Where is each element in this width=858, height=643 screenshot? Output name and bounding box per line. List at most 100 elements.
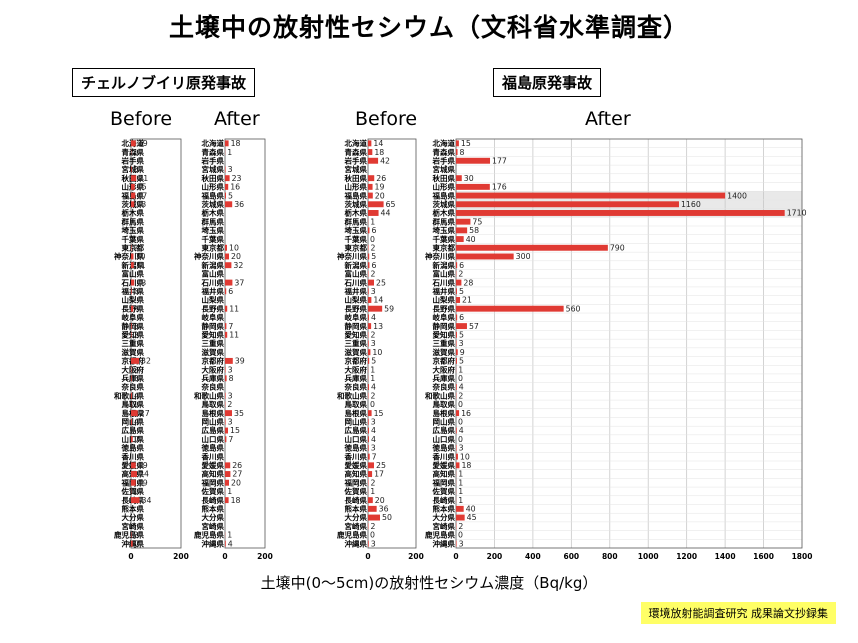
bar — [456, 236, 464, 243]
data-label: 20 — [231, 478, 241, 487]
category-label: 大分県 — [122, 512, 145, 522]
data-label: 3 — [134, 322, 139, 331]
bar — [368, 279, 374, 286]
category-label: 茨城県 — [433, 199, 456, 209]
category-label: 千葉県 — [122, 234, 145, 244]
bar — [456, 314, 458, 321]
category-label: 愛知県 — [202, 329, 225, 339]
category-label: 新潟県 — [345, 260, 368, 270]
data-label: 1 — [133, 487, 138, 496]
bar — [131, 366, 132, 373]
category-label: 岩手県 — [344, 155, 368, 165]
bar — [225, 375, 227, 382]
category-label: 長崎県 — [433, 495, 456, 505]
category-label: 滋賀県 — [202, 347, 225, 357]
data-label: 4 — [134, 391, 139, 400]
data-label: 3 — [459, 444, 464, 453]
category-label: 宮崎県 — [433, 521, 456, 531]
data-label: 2 — [458, 522, 463, 531]
category-label: 佐賀県 — [201, 486, 225, 496]
category-label: 長野県 — [433, 303, 456, 313]
data-label: 0 — [458, 418, 463, 427]
bar — [131, 253, 134, 260]
data-label: 37 — [234, 278, 244, 287]
data-label: 3 — [459, 539, 464, 548]
bar — [456, 218, 471, 225]
category-label: 福岡県 — [344, 477, 368, 487]
data-label: 5 — [459, 330, 464, 339]
category-label: 北海道 — [345, 138, 368, 148]
category-label: 北海道 — [202, 138, 225, 148]
category-label: 広島県 — [345, 425, 368, 435]
category-label: 愛媛県 — [345, 460, 368, 470]
category-label: 京都府 — [345, 356, 368, 366]
category-label: 京都府 — [433, 356, 456, 366]
category-label: 沖縄県 — [202, 538, 225, 548]
category-label: 鹿児島県 — [114, 530, 144, 540]
bar — [456, 340, 457, 347]
category-label: 沖縄県 — [433, 538, 456, 548]
bar — [456, 175, 462, 182]
bar — [368, 253, 370, 260]
bar — [131, 471, 137, 477]
data-label: 10 — [460, 452, 470, 461]
category-label: 兵庫県 — [433, 373, 456, 383]
category-label: 東京都 — [433, 242, 456, 252]
category-label: 群馬県 — [344, 216, 368, 226]
x-tick-label: 0 — [128, 552, 133, 561]
data-label: 7 — [135, 539, 140, 548]
data-label: 6 — [459, 261, 464, 270]
bar — [456, 192, 726, 199]
bar — [368, 288, 369, 295]
category-label: 青森県 — [202, 147, 225, 157]
plot-frame — [130, 138, 182, 549]
bar — [225, 175, 230, 182]
data-label: 13 — [136, 278, 146, 287]
bar — [456, 140, 459, 147]
bar — [368, 210, 379, 216]
bar — [368, 175, 375, 182]
bar — [225, 140, 229, 147]
x-tick-label: 600 — [564, 552, 580, 561]
category-label: 大阪府 — [433, 364, 456, 374]
data-label: 1 — [227, 487, 232, 496]
data-label: 2 — [134, 531, 139, 540]
category-label: 岐阜県 — [433, 312, 456, 322]
bar — [368, 305, 383, 312]
bar — [368, 157, 379, 164]
category-label: 石川県 — [432, 277, 456, 287]
data-label: 44 — [381, 209, 391, 218]
data-label: 25 — [376, 461, 386, 470]
bar — [456, 297, 461, 303]
panel-title-fukushima-before: Before — [355, 108, 418, 130]
data-label: 4 — [134, 418, 139, 427]
bar — [368, 340, 369, 347]
bar — [131, 192, 136, 199]
source-note: 環境放射能調査研究 成果論文抄録集 — [640, 602, 836, 624]
data-label: 18 — [374, 148, 384, 157]
data-label: 6 — [371, 226, 376, 235]
bar — [225, 262, 232, 269]
category-label: 宮崎県 — [202, 521, 225, 531]
category-label: 神奈川県 — [114, 251, 144, 261]
category-label: 埼玉県 — [433, 225, 456, 235]
category-label: 宮崎県 — [345, 521, 368, 531]
data-label: 13 — [136, 200, 146, 209]
category-label: 栃木県 — [345, 208, 368, 218]
category-label: 奈良県 — [344, 382, 368, 392]
data-label: 3 — [228, 418, 233, 427]
category-label: 東京都 — [202, 242, 225, 252]
data-label: 1710 — [787, 209, 807, 218]
bar — [368, 410, 372, 417]
data-label: 30 — [464, 174, 474, 183]
data-label: 34 — [142, 496, 152, 505]
data-label: 176 — [492, 183, 507, 192]
data-label: 15 — [230, 426, 240, 435]
data-label: 14 — [373, 296, 383, 305]
category-label: 埼玉県 — [122, 225, 145, 235]
category-label: 大分県 — [433, 512, 456, 522]
data-label: 5 — [459, 287, 464, 296]
bar — [225, 201, 233, 208]
panel-title-fukushima-after: After — [585, 108, 631, 130]
category-label: 長崎県 — [345, 495, 368, 505]
